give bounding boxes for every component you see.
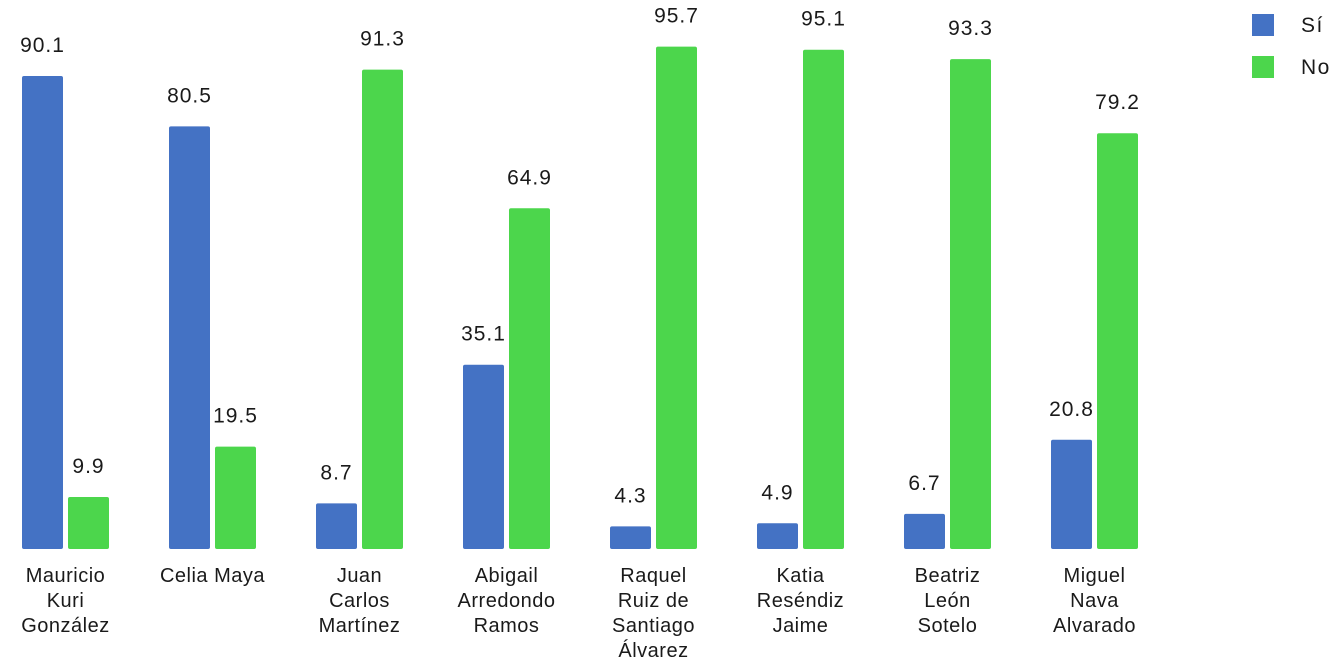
bar-si-7: [1051, 439, 1092, 549]
category-label-line: Álvarez: [618, 639, 688, 658]
bar-no-1: [215, 446, 256, 549]
category-label-7: Miguel Nava Alvarado: [1053, 565, 1136, 637]
category-label-0: Mauricio Kuri González: [21, 565, 110, 637]
value-label-no-4: 95.7: [654, 5, 699, 28]
category-label-5: Katia Reséndiz Jaime: [757, 565, 844, 637]
category-label-line: Ramos: [474, 615, 540, 637]
category-label-line: Miguel: [1064, 565, 1126, 587]
category-label-line: Arredondo: [458, 590, 556, 612]
value-label-si-4: 4.3: [614, 484, 646, 507]
value-label-no-5: 95.1: [801, 8, 846, 31]
bar-si-5: [757, 523, 798, 549]
category-label-line: González: [21, 615, 110, 637]
category-label-line: Jaime: [773, 615, 829, 637]
value-label-no-7: 79.2: [1095, 91, 1140, 114]
value-label-si-6: 6.7: [908, 472, 940, 495]
bar-si-2: [316, 503, 357, 549]
category-label-4: Raquel Ruiz de Santiago Álvarez: [612, 565, 695, 658]
category-label-line: Celia Maya: [160, 565, 265, 587]
legend-label-si: Sí: [1301, 14, 1324, 37]
value-label-si-2: 8.7: [320, 461, 352, 484]
bar-no-4: [656, 46, 697, 549]
category-label-line: Martínez: [319, 615, 401, 637]
category-label-line: Beatriz: [915, 565, 981, 587]
category-label-line: Santiago: [612, 615, 695, 637]
legend-swatch-si: [1252, 14, 1274, 36]
category-label-line: León: [924, 590, 971, 612]
category-labels-layer: Mauricio Kuri González Celia Maya Juan Carlos…: [21, 565, 1136, 658]
bar-si-6: [904, 513, 945, 549]
category-label-line: Ruiz de: [618, 590, 689, 612]
category-label-line: Raquel: [620, 565, 686, 587]
bar-no-3: [509, 208, 550, 549]
bar-si-0: [22, 75, 63, 549]
value-label-no-6: 93.3: [948, 17, 993, 40]
bar-si-1: [169, 126, 210, 549]
bar-no-6: [950, 59, 991, 550]
category-label-line: Mauricio: [26, 565, 106, 587]
bar-no-7: [1097, 133, 1138, 549]
category-label-line: Reséndiz: [757, 590, 844, 612]
value-label-no-2: 91.3: [360, 28, 405, 51]
category-label-line: Juan: [337, 565, 382, 587]
bar-si-3: [463, 364, 504, 549]
category-label-line: Carlos: [329, 590, 390, 612]
legend-swatch-no: [1252, 56, 1274, 78]
value-label-no-0: 9.9: [72, 455, 104, 478]
category-label-line: Sotelo: [918, 615, 978, 637]
category-label-3: Abigail Arredondo Ramos: [458, 565, 556, 637]
bar-no-0: [68, 497, 109, 549]
bar-no-5: [803, 49, 844, 549]
value-label-si-5: 4.9: [761, 481, 793, 504]
value-label-no-1: 19.5: [213, 405, 258, 428]
bar-si-4: [610, 526, 651, 549]
category-label-line: Katia: [776, 565, 824, 587]
category-label-6: Beatriz León Sotelo: [915, 565, 981, 637]
category-label-line: Nava: [1070, 590, 1119, 612]
value-label-si-1: 80.5: [167, 84, 212, 107]
legend: Sí No: [1252, 14, 1331, 79]
value-label-si-7: 20.8: [1049, 398, 1094, 421]
value-label-si-0: 90.1: [20, 34, 65, 57]
value-labels-layer: 90.1 9.9 80.5 19.5 8.7 91.3 35.1 64.9 4.3 95.7 4.9…: [20, 5, 1140, 508]
value-label-si-3: 35.1: [461, 323, 506, 346]
bar-no-2: [362, 69, 403, 550]
category-label-line: Alvarado: [1053, 615, 1136, 637]
legend-label-no: No: [1301, 56, 1331, 79]
category-label-line: Kuri: [47, 590, 85, 612]
value-label-no-3: 64.9: [507, 166, 552, 189]
bars-layer: [22, 46, 1138, 550]
category-label-1: Celia Maya: [160, 565, 265, 587]
category-label-2: Juan Carlos Martínez: [319, 565, 401, 637]
category-label-line: Abigail: [475, 565, 539, 587]
